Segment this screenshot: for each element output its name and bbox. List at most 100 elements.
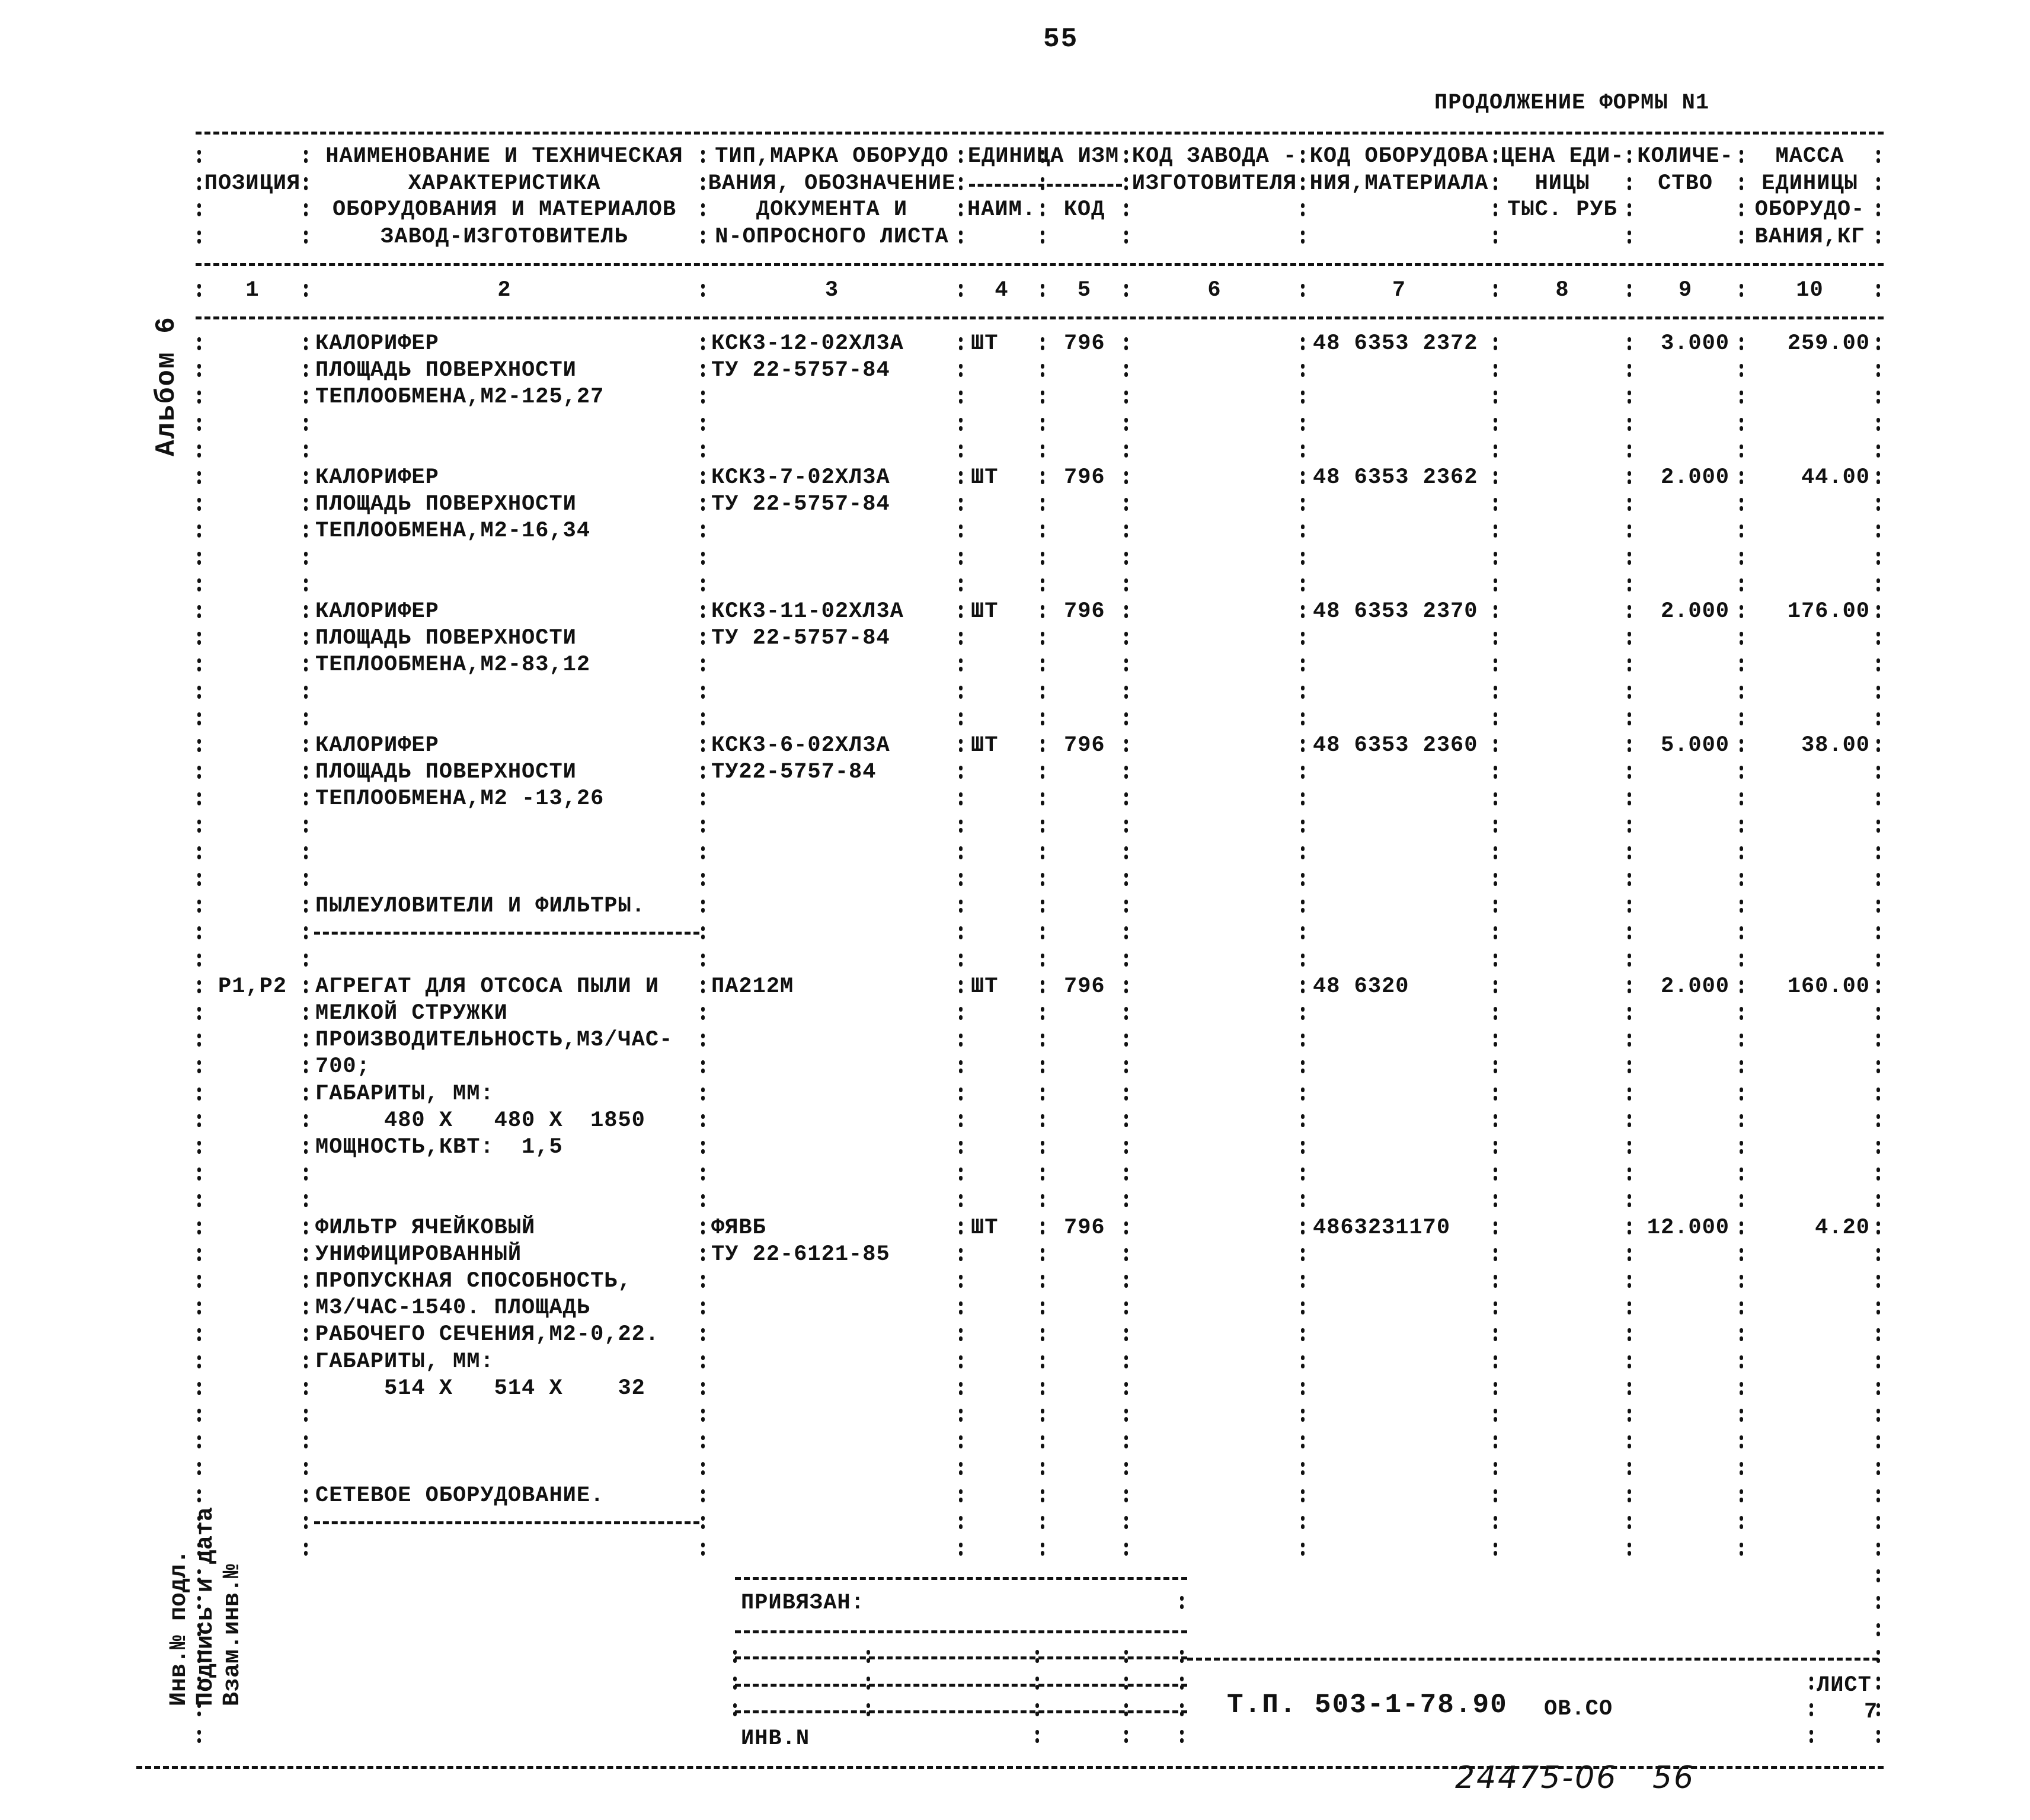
row-unit-code: 796 [1064, 331, 1105, 356]
column-separator [1876, 1729, 1880, 1744]
column-separator [197, 1220, 201, 1236]
column-separator [701, 952, 705, 968]
column-separator [1740, 1408, 1743, 1423]
column-separator [1740, 1113, 1743, 1128]
column-separator [1628, 1247, 1631, 1262]
column-separator [1494, 979, 1497, 994]
column-separator [1041, 1327, 1044, 1342]
column-separator [1041, 363, 1044, 378]
column-separator [959, 497, 963, 512]
column-separator [1876, 417, 1880, 432]
column-separator [1628, 1166, 1631, 1182]
column-separator [1740, 1381, 1743, 1396]
column-separator [304, 1059, 308, 1074]
column-separator [1628, 631, 1631, 646]
column-separator [1041, 738, 1044, 753]
column-separator [701, 283, 705, 298]
column-separator [1876, 443, 1880, 459]
column-separator [1740, 711, 1743, 727]
column-separator [1740, 952, 1743, 968]
column-separator [701, 845, 705, 861]
column-separator [197, 604, 201, 619]
column-separator [959, 791, 963, 807]
column-separator [959, 1300, 963, 1316]
column-separator [1810, 1702, 1813, 1717]
column-separator [197, 229, 201, 245]
column-separator [1301, 1220, 1305, 1236]
column-separator [1876, 818, 1880, 834]
column-separator [1628, 1006, 1631, 1021]
column-separator [304, 952, 308, 968]
column-separator [304, 1434, 308, 1450]
row-quantity: 2.000 [1660, 974, 1730, 999]
column-separator [701, 1006, 705, 1021]
column-separator [959, 898, 963, 914]
column-separator [1041, 1059, 1044, 1074]
column-separator [1876, 738, 1880, 753]
column-separator [1740, 551, 1743, 566]
column-separator [1810, 1675, 1813, 1691]
column-separator [701, 1327, 705, 1342]
column-separator [1124, 1381, 1128, 1396]
column-separator [304, 1408, 308, 1423]
column-separator [1301, 685, 1305, 700]
row-name-line: МОЩНОСТЬ,КВТ: 1,5 [315, 1135, 563, 1160]
column-separator [1180, 1729, 1184, 1744]
column-separator [304, 149, 308, 164]
column-separator [959, 1193, 963, 1208]
column-separator [1876, 1702, 1880, 1717]
column-separator [701, 1059, 705, 1074]
column-separator [1740, 149, 1743, 164]
column-separator [304, 1193, 308, 1208]
header-col2-line: ЗАВОД-ИЗГОТОВИТЕЛЬ [381, 225, 628, 250]
column-separator [1740, 685, 1743, 700]
column-separator [1124, 1006, 1128, 1021]
column-separator [701, 551, 705, 566]
column-separator [1628, 1541, 1631, 1557]
column-separator [1124, 389, 1128, 405]
column-separator [197, 1702, 201, 1717]
column-separator [1628, 1515, 1631, 1530]
column-separator [1124, 791, 1128, 807]
column-separator [959, 1354, 963, 1370]
column-separator [1301, 1300, 1305, 1316]
column-separator [1740, 604, 1743, 619]
column-separator [959, 229, 963, 245]
column-separator [1876, 1032, 1880, 1048]
column-separator [1740, 577, 1743, 593]
column-separator [1494, 1032, 1497, 1048]
column-separator [1124, 497, 1128, 512]
column-separator [304, 925, 308, 941]
column-separator [197, 711, 201, 727]
column-separator [1876, 1113, 1880, 1128]
album-label: Альбом 6 [151, 316, 182, 456]
header-col6-line: ИЗГОТОВИТЕЛЯ [1131, 171, 1297, 196]
column-separator [304, 1327, 308, 1342]
row-type-line: ФЯВБ [711, 1215, 766, 1240]
column-separator [701, 202, 705, 217]
column-separator [701, 1032, 705, 1048]
column-separator [1740, 417, 1743, 432]
column-separator [1301, 1006, 1305, 1021]
column-separator [701, 1300, 705, 1316]
column-separator [1041, 791, 1044, 807]
row-type-line: ТУ22-5757-84 [711, 760, 877, 785]
column-separator [1041, 283, 1044, 298]
column-separator [701, 1408, 705, 1423]
column-separator [867, 1702, 870, 1717]
column-separator [701, 1354, 705, 1370]
column-separator [1628, 657, 1631, 673]
column-separator [1494, 1274, 1497, 1289]
column-separator [197, 791, 201, 807]
column-separator [1124, 1059, 1128, 1074]
stamp-inv-original: Инв.№ подл. [166, 1549, 193, 1706]
column-separator [1041, 1086, 1044, 1102]
column-separator [197, 417, 201, 432]
column-separator [1494, 685, 1497, 700]
column-separator [197, 765, 201, 780]
column-separator [1740, 497, 1743, 512]
row-equipment-code: 48 6353 2362 [1313, 465, 1478, 490]
column-separator [1494, 791, 1497, 807]
column-separator [959, 1113, 963, 1128]
header-col1-line: ПОЗИЦИЯ [204, 171, 301, 196]
